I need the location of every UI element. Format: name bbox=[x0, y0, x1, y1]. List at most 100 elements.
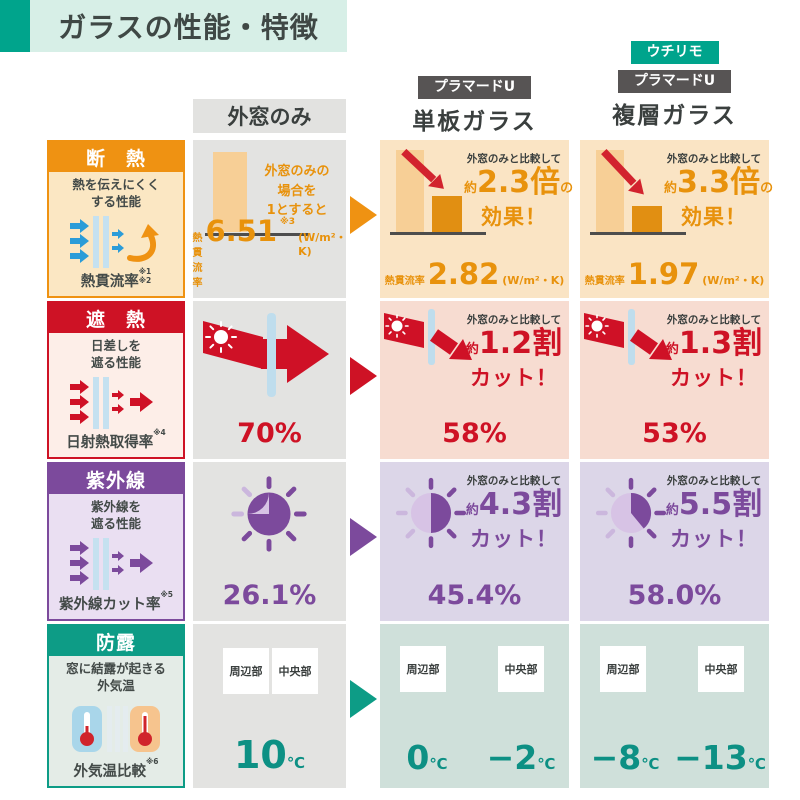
chip-perimeter: 周辺部 bbox=[223, 648, 269, 694]
temperature-unit: ℃ bbox=[747, 755, 766, 773]
heat-shield-icon bbox=[49, 375, 183, 431]
heat-shield-card-body: 日差しを 遮る性能 bbox=[49, 333, 183, 457]
arrow-right-icon bbox=[350, 357, 377, 395]
particle-text: の bbox=[560, 181, 574, 196]
title-accent-block bbox=[0, 0, 30, 52]
chip-perimeter: 周辺部 bbox=[400, 646, 446, 692]
metric-footnotes: ※5 bbox=[160, 590, 173, 599]
comparison-text: 外窓のみと比較して 約5.5割 カット！ bbox=[664, 473, 764, 553]
insulation-double-cell: 外窓のみと比較して 約3.3倍の 効果！ 熱貫流率 1.97 (W/m²・K) bbox=[580, 140, 773, 298]
u-value-footnote: ※3 bbox=[280, 217, 296, 227]
u-value-label: 熱貫流率 bbox=[384, 276, 425, 287]
heat-shield-description: 日差しを 遮る性能 bbox=[90, 338, 141, 370]
uv-baseline-cell: 26.1% bbox=[193, 462, 346, 621]
u-value-number: 6.51 bbox=[205, 214, 278, 248]
sun-pie-icon bbox=[595, 477, 667, 549]
heat-shield-row-title: 遮 熱 bbox=[49, 303, 183, 333]
compare-note: 外窓のみと比較して bbox=[466, 314, 562, 326]
uv-description: 紫外線を 遮る性能 bbox=[90, 499, 141, 531]
comparison-text: 外窓のみと比較して 約1.3割 カット！ bbox=[664, 312, 764, 392]
insulation-metric-label: 熱貫流率※1 ※2 bbox=[49, 267, 183, 291]
product-badge-plamard-u-2: プラマードU bbox=[617, 69, 732, 93]
approx-text: 約 bbox=[664, 181, 678, 196]
heat-shield-double-cell: 外窓のみと比較して 約1.3割 カット！ 53% bbox=[580, 301, 769, 459]
comparison-bar-dark bbox=[632, 206, 662, 232]
sun-arrow-icon bbox=[584, 309, 672, 365]
temperature-unit: ℃ bbox=[286, 754, 306, 772]
double-u-value: 熱貫流率 1.97 (W/m²・K) bbox=[580, 260, 769, 289]
row-heat-shield: 遮 熱 日差しを 遮る性能 bbox=[0, 301, 800, 459]
u-value-label: 熱貫流率 bbox=[584, 276, 625, 287]
compare-note: 外窓のみと比較して bbox=[666, 153, 762, 165]
effect-text: カット！ bbox=[470, 365, 558, 390]
row-condensation: 防露 窓に結露が起きる 外気温 bbox=[0, 624, 800, 788]
figure-text: 1.2割 bbox=[478, 326, 563, 361]
insulation-label-card: 断 熱 熱を伝えにくく する性能 bbox=[47, 140, 185, 298]
metric-text: 外気温比較 bbox=[73, 764, 146, 780]
chip-center: 中央部 bbox=[272, 648, 318, 694]
temperature-number: −8 bbox=[590, 738, 642, 777]
temperature-unit: ℃ bbox=[641, 755, 660, 773]
uv-icon bbox=[49, 536, 183, 592]
metric-footnotes: ※1 ※2 bbox=[138, 267, 152, 285]
double-perimeter-temperature: −8℃ bbox=[580, 741, 670, 774]
chip-center: 中央部 bbox=[498, 646, 544, 692]
temperature-number: −2 bbox=[486, 738, 538, 777]
comparison-text: 外窓のみと比較して 約1.2割 カット！ bbox=[464, 312, 564, 392]
insulation-description: 熱を伝えにくく する性能 bbox=[72, 177, 160, 209]
sun-arrow-icon bbox=[384, 309, 472, 365]
condensation-baseline-cell: 周辺部 中央部 10℃ bbox=[193, 624, 346, 788]
bar-axis-line bbox=[590, 232, 686, 235]
comparison-text: 外窓のみと比較して 約3.3倍の 効果！ bbox=[664, 151, 773, 231]
approx-text: 約 bbox=[665, 503, 679, 518]
column-header-double: ウチリモ プラマードU 複層ガラス bbox=[580, 41, 769, 130]
column-header-single: プラマードU 単板ガラス bbox=[380, 76, 569, 136]
temperature-unit: ℃ bbox=[429, 755, 448, 773]
arrow-right-icon bbox=[350, 196, 377, 234]
compare-note: 外窓のみと比較して bbox=[666, 314, 762, 326]
sun-pie-icon bbox=[231, 476, 307, 552]
insulation-row-title: 断 熱 bbox=[49, 142, 183, 172]
bar-axis-line bbox=[390, 232, 486, 235]
column-header-baseline: 外窓のみ bbox=[193, 99, 346, 133]
approx-text: 約 bbox=[665, 342, 679, 357]
single-center-temperature: −2℃ bbox=[476, 741, 566, 774]
condensation-metric-label: 外気温比較※6 bbox=[49, 757, 183, 781]
chip-center: 中央部 bbox=[698, 646, 744, 692]
arrow-right-icon bbox=[350, 680, 377, 718]
condensation-single-cell: 周辺部 中央部 0℃ −2℃ bbox=[380, 624, 569, 788]
down-arrow-icon bbox=[401, 148, 444, 189]
uv-single-cell: 外窓のみと比較して 約4.3割 カット！ 45.4% bbox=[380, 462, 569, 621]
effect-text: カット！ bbox=[670, 526, 758, 551]
u-value-number: 2.82 bbox=[427, 257, 500, 291]
thermometer-icon bbox=[49, 702, 183, 756]
column-title-single-glass: 単板ガラス bbox=[412, 108, 537, 135]
effect-text: 効果！ bbox=[481, 204, 547, 229]
compare-note: 外窓のみと比較して bbox=[466, 153, 562, 165]
down-arrow-icon bbox=[601, 149, 644, 195]
metric-footnotes: ※4 bbox=[153, 428, 166, 437]
metric-footnotes: ※6 bbox=[145, 757, 159, 766]
single-percentage: 58% bbox=[442, 418, 507, 449]
approx-text: 約 bbox=[464, 181, 478, 196]
figure-text: 5.5割 bbox=[678, 487, 763, 522]
column-title-double-glass: 複層ガラス bbox=[612, 102, 737, 129]
insulation-single-cell: 外窓のみと比較して 約2.3倍の 効果！ 熱貫流率 2.82 (W/m²・K) bbox=[380, 140, 573, 298]
double-percentage: 58.0% bbox=[627, 580, 722, 611]
uv-label-card: 紫外線 紫外線を 遮る性能 bbox=[47, 462, 185, 621]
figure-text: 2.3倍 bbox=[477, 165, 561, 200]
metric-text: 熱貫流率 bbox=[80, 274, 139, 290]
insulation-baseline-cell: 外窓のみの 場合を 1とすると 熱貫流率 6.51 ※3 (W/m²・K) bbox=[192, 140, 347, 298]
sun-arrow-icon bbox=[203, 313, 329, 397]
comparison-bar-dark bbox=[432, 196, 462, 232]
row-insulation: 断 熱 熱を伝えにくく する性能 bbox=[0, 140, 800, 298]
bar-axis-line bbox=[205, 233, 309, 236]
single-u-value: 熱貫流率 2.82 (W/m²・K) bbox=[380, 260, 569, 289]
temperature-number: −13 bbox=[674, 738, 748, 777]
heat-shield-baseline-cell: 70% bbox=[193, 301, 346, 459]
approx-text: 約 bbox=[465, 342, 479, 357]
sun-pie-icon bbox=[395, 477, 467, 549]
double-center-temperature: −13℃ bbox=[672, 741, 768, 774]
figure-text: 3.3倍 bbox=[677, 165, 761, 200]
